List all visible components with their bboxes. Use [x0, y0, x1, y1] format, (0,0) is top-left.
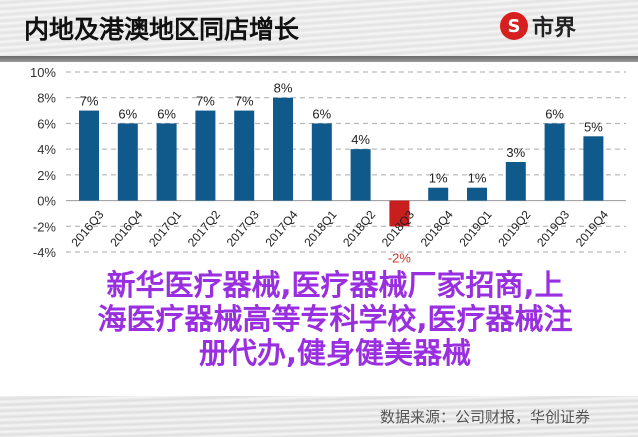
x-tick-label: 2018Q4: [418, 207, 456, 249]
logo-icon: S: [500, 12, 528, 40]
bar: [505, 162, 526, 201]
watermark-line: 海医疗器械高等专科学校,医疗器械注: [97, 302, 573, 336]
x-tick-label: 2017Q2: [185, 207, 223, 249]
bar: [156, 123, 177, 201]
x-tick-label: 2017Q1: [146, 207, 184, 249]
data-label: 8%: [274, 81, 293, 96]
data-label: 7%: [80, 94, 99, 109]
bar: [234, 110, 255, 201]
x-tick-label: 2018Q1: [301, 207, 339, 249]
header-divider: [0, 56, 638, 62]
watermark-text: 新华医疗器械,医疗器械厂家招商,上 海医疗器械高等专科学校,医疗器械注 册代办,…: [40, 268, 630, 370]
y-tick-label: -2%: [33, 219, 57, 234]
data-label: 3%: [506, 145, 525, 160]
x-tick-label: 2019Q1: [456, 207, 494, 249]
bar: [273, 97, 293, 201]
data-label: 6%: [312, 106, 331, 121]
logo: S 市界: [500, 10, 576, 42]
bar: [544, 123, 565, 201]
data-label: 4%: [351, 132, 370, 147]
y-tick-label: 4%: [37, 142, 56, 157]
x-tick-label: 2019Q2: [495, 207, 533, 249]
bar: [195, 110, 216, 201]
x-tick-label: 2019Q4: [573, 207, 611, 249]
y-tick-label: 6%: [37, 116, 56, 131]
x-tick-label: 2019Q3: [534, 207, 572, 249]
footer-band: [0, 396, 638, 437]
bar: [350, 149, 371, 201]
data-label: 7%: [196, 94, 215, 109]
watermark-line: 册代办,健身健美器械: [198, 336, 472, 370]
y-tick-label: -4%: [33, 245, 57, 260]
bar: [389, 200, 410, 227]
data-source: 数据来源：公司财报，华创证券: [379, 408, 590, 426]
data-label: 1%: [429, 171, 448, 186]
x-tick-label: 2017Q3: [224, 207, 262, 249]
data-label: 5%: [584, 119, 603, 134]
data-label: -2%: [388, 251, 412, 266]
bar: [467, 187, 487, 201]
x-tick-label: 2017Q4: [262, 207, 300, 249]
data-label: 7%: [235, 94, 254, 109]
header-band: [0, 0, 638, 56]
y-tick-label: 10%: [30, 65, 56, 80]
data-label: 1%: [468, 171, 487, 186]
bar: [117, 123, 138, 201]
y-tick-label: 2%: [37, 168, 56, 183]
y-tick-label: 0%: [37, 194, 56, 209]
bar: [583, 136, 604, 201]
bar: [311, 123, 332, 201]
x-tick-label: 2016Q4: [107, 207, 145, 249]
logo-text: 市界: [532, 16, 577, 41]
y-tick-label: 8%: [37, 91, 56, 106]
x-tick-label: 2016Q3: [68, 207, 106, 249]
bar: [428, 187, 449, 201]
data-label: 6%: [157, 106, 176, 121]
watermark-line: 新华医疗器械,医疗器械厂家招商,上: [106, 268, 564, 302]
data-label: 6%: [545, 106, 564, 121]
bar: [79, 110, 99, 201]
chart-title: 内地及港澳地区同店增长: [24, 15, 300, 44]
data-label: 6%: [118, 106, 137, 121]
x-tick-label: 2018Q2: [340, 207, 378, 249]
